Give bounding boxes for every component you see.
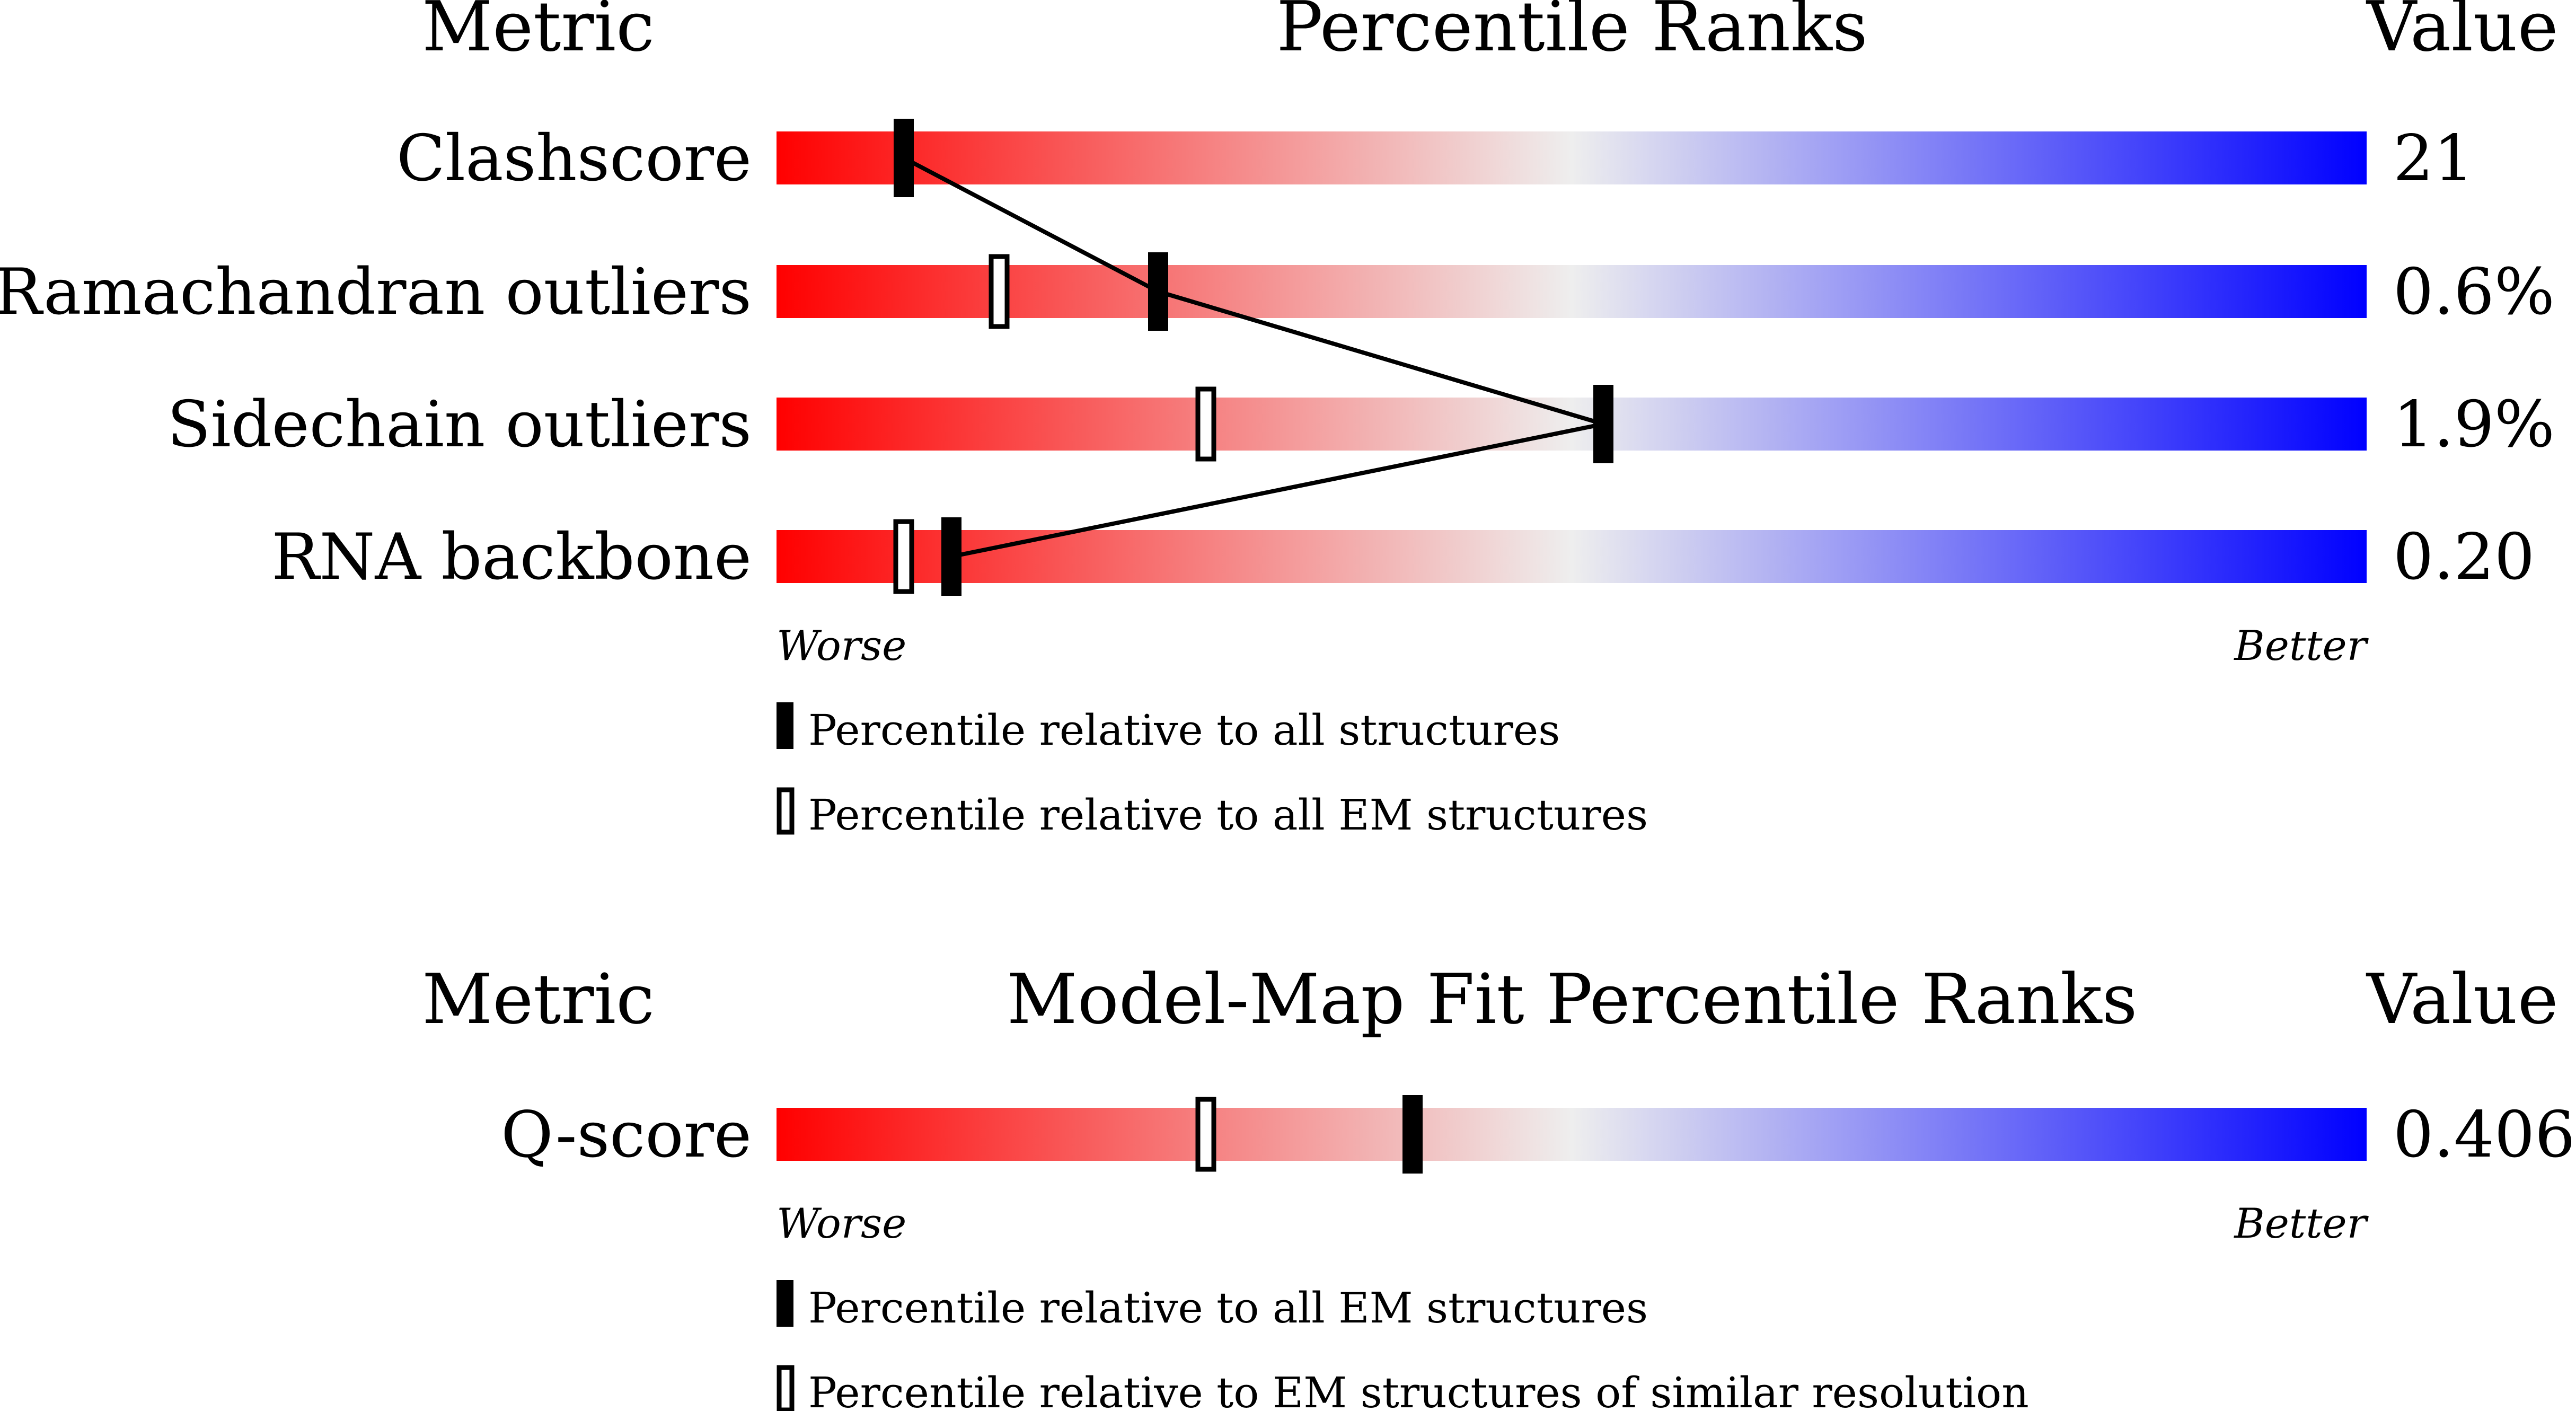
panel1-worse-label: Worse [777, 622, 906, 670]
metric-value: 0.20 [2393, 521, 2535, 594]
panel2-rows: Q-score 0.406 [501, 1095, 2575, 1174]
panel2-worse-label: Worse [777, 1200, 906, 1248]
panel1-legend-hollow-marker [777, 787, 795, 835]
percentile-bar [777, 1108, 2367, 1161]
metric-label: Sidechain outliers [167, 388, 752, 462]
panel1-value-header: Value [2366, 0, 2559, 67]
percentile-marker-secondary [893, 519, 914, 594]
panel1-legend-filled-label: Percentile relative to all structures [808, 706, 1560, 755]
panel2-better-label: Better [2233, 1200, 2369, 1248]
percentile-marker-secondary [1195, 1097, 1216, 1172]
percentile-marker-all [941, 517, 961, 596]
metric-value: 1.9% [2393, 388, 2555, 462]
panel1-metric-header: Metric [422, 0, 655, 67]
panel2-value-header: Value [2366, 959, 2559, 1039]
panel2-legend-filled-label: Percentile relative to all EM structures [808, 1283, 1648, 1333]
panel1-legend-hollow-label: Percentile relative to all EM structures [808, 790, 1648, 840]
panel2-title: Model-Map Fit Percentile Ranks [1007, 959, 2138, 1039]
percentile-marker-secondary [989, 254, 1010, 329]
percentile-connector-line [903, 156, 1604, 559]
percentile-bar [777, 265, 2367, 318]
panel1-better-label: Better [2233, 622, 2369, 670]
panel2-metric-header: Metric [422, 959, 655, 1039]
metric-label: Q-score [501, 1098, 752, 1172]
panel2-legend-filled-marker [777, 1280, 793, 1327]
metric-value: 0.6% [2393, 255, 2555, 329]
percentile-marker-all [1402, 1095, 1423, 1174]
percentile-bar [777, 131, 2367, 184]
panel1-rows: Clashscore 21 Ramachandran outliers 0.6% Sid… [0, 119, 2555, 596]
metric-label: Ramachandran outliers [0, 255, 752, 329]
panel1-title: Percentile Ranks [1276, 0, 1867, 67]
panel2-legend-hollow-marker [777, 1365, 795, 1411]
panel1-legend-filled-marker [777, 702, 793, 749]
metric-value: 21 [2393, 122, 2474, 196]
panel2-legend-hollow-label: Percentile relative to EM structures of … [808, 1368, 2029, 1411]
metric-value: 0.406 [2393, 1098, 2575, 1172]
metric-label: RNA backbone [271, 521, 752, 594]
percentile-marker-secondary [1195, 386, 1216, 462]
metric-label: Clashscore [396, 122, 752, 196]
percentile-bar [777, 398, 2367, 451]
percentile-bar [777, 530, 2367, 583]
